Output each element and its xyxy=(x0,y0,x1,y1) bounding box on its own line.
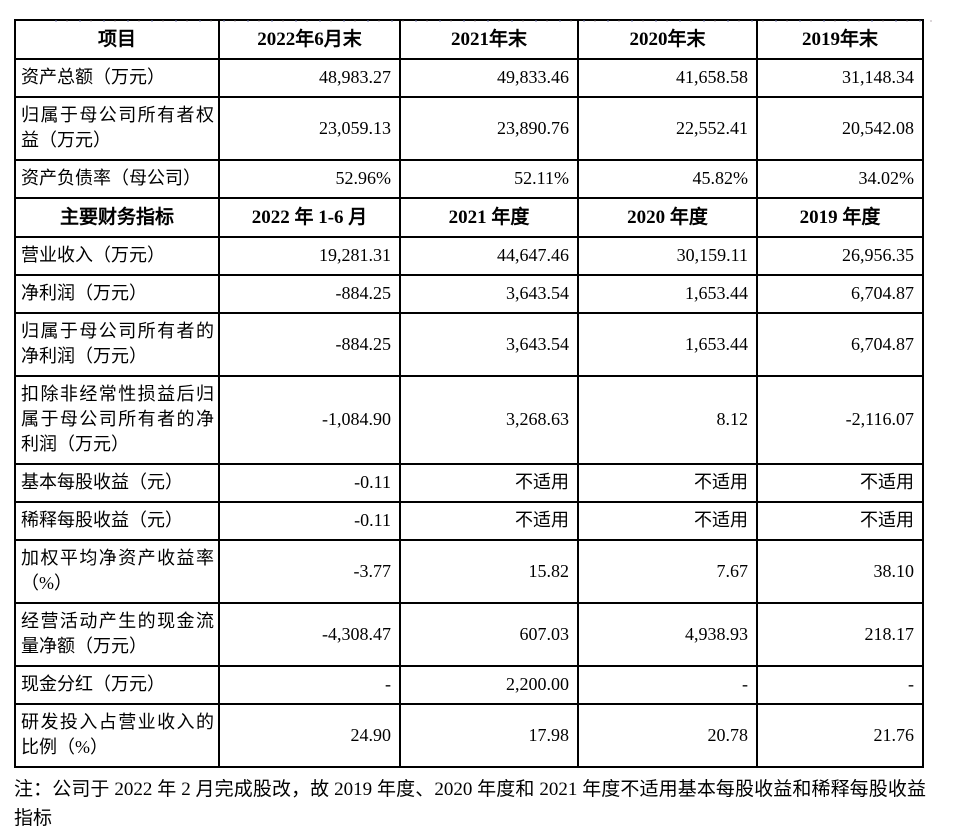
table-body: 项目 2022年6月末 2021年末 2020年末 2019年末 资产总额（万元） 48,9… xyxy=(14,19,924,768)
value-cell: -0.11 xyxy=(218,463,401,503)
value-cell: -884.25 xyxy=(218,274,401,314)
table-row: 归属于母公司所有者的净利润（万元） -884.25 3,643.54 1,653.44… xyxy=(14,312,924,377)
value-cell: 20,542.08 xyxy=(756,96,924,161)
value-cell: 7.67 xyxy=(577,539,758,604)
row-label: 加权平均净资产收益率（%） xyxy=(14,539,220,604)
value-cell: 26,956.35 xyxy=(756,236,924,276)
section-title: 主要财务指标 xyxy=(14,197,220,238)
value-cell: 44,647.46 xyxy=(399,236,579,276)
row-label: 现金分红（万元） xyxy=(14,665,220,705)
footnote: 注：公司于 2022 年 2 月完成股改，故 2019 年度、2020 年度和 … xyxy=(14,779,926,829)
value-cell: 20.78 xyxy=(577,703,758,768)
value-cell: 不适用 xyxy=(577,501,758,541)
table-row: 净利润（万元） -884.25 3,643.54 1,653.44 6,704.87 xyxy=(14,274,924,314)
value-cell: 2,200.00 xyxy=(399,665,579,705)
row-label: 基本每股收益（元） xyxy=(14,463,220,503)
row-label: 经营活动产生的现金流量净额（万元） xyxy=(14,602,220,667)
value-cell: 38.10 xyxy=(756,539,924,604)
value-cell: -1,084.90 xyxy=(218,375,401,465)
value-cell: 45.82% xyxy=(577,159,758,199)
value-cell: 不适用 xyxy=(756,463,924,503)
table-row: 稀释每股收益（元） -0.11 不适用 不适用 不适用 xyxy=(14,501,924,541)
value-cell: 21.76 xyxy=(756,703,924,768)
column-header: 2020年末 xyxy=(577,19,758,60)
table-row: 资产负债率（母公司） 52.96% 52.11% 45.82% 34.02% xyxy=(14,159,924,199)
table-row: 经营活动产生的现金流量净额（万元） -4,308.47 607.03 4,938.93… xyxy=(14,602,924,667)
section-title: 项目 xyxy=(14,19,220,60)
row-label: 净利润（万元） xyxy=(14,274,220,314)
row-label: 扣除非经常性损益后归属于母公司所有者的净利润（万元） xyxy=(14,375,220,465)
value-cell: 19,281.31 xyxy=(218,236,401,276)
value-cell: 17.98 xyxy=(399,703,579,768)
clipped-text-remnant xyxy=(55,20,941,22)
value-cell: 52.11% xyxy=(399,159,579,199)
table-row: 研发投入占营业收入的比例（%） 24.90 17.98 20.78 21.76 xyxy=(14,703,924,768)
value-cell: -884.25 xyxy=(218,312,401,377)
row-label: 研发投入占营业收入的比例（%） xyxy=(14,703,220,768)
section-header-row: 主要财务指标 2022 年 1-6 月 2021 年度 2020 年度 2019 年度 xyxy=(14,197,924,238)
value-cell: - xyxy=(577,665,758,705)
value-cell: 不适用 xyxy=(756,501,924,541)
table-row: 归属于母公司所有者权益（万元） 23,059.13 23,890.76 22,552.… xyxy=(14,96,924,161)
table-row: 加权平均净资产收益率（%） -3.77 15.82 7.67 38.10 xyxy=(14,539,924,604)
value-cell: 不适用 xyxy=(399,501,579,541)
value-cell: -3.77 xyxy=(218,539,401,604)
row-label: 稀释每股收益（元） xyxy=(14,501,220,541)
value-cell: 4,938.93 xyxy=(577,602,758,667)
column-header: 2019年末 xyxy=(756,19,924,60)
value-cell: 30,159.11 xyxy=(577,236,758,276)
value-cell: 31,148.34 xyxy=(756,58,924,98)
value-cell: 23,059.13 xyxy=(218,96,401,161)
row-label: 归属于母公司所有者权益（万元） xyxy=(14,96,220,161)
value-cell: 48,983.27 xyxy=(218,58,401,98)
value-cell: 8.12 xyxy=(577,375,758,465)
value-cell: 不适用 xyxy=(399,463,579,503)
financial-summary-table: 项目 2022年6月末 2021年末 2020年末 2019年末 资产总额（万元） 48,9… xyxy=(14,19,924,768)
value-cell: -2,116.07 xyxy=(756,375,924,465)
value-cell: 24.90 xyxy=(218,703,401,768)
value-cell: 6,704.87 xyxy=(756,274,924,314)
table-row: 基本每股收益（元） -0.11 不适用 不适用 不适用 xyxy=(14,463,924,503)
value-cell: 15.82 xyxy=(399,539,579,604)
value-cell: 1,653.44 xyxy=(577,312,758,377)
value-cell: 34.02% xyxy=(756,159,924,199)
value-cell: 1,653.44 xyxy=(577,274,758,314)
value-cell: - xyxy=(218,665,401,705)
value-cell: 22,552.41 xyxy=(577,96,758,161)
column-header: 2022年6月末 xyxy=(218,19,401,60)
value-cell: 3,643.54 xyxy=(399,274,579,314)
value-cell: -0.11 xyxy=(218,501,401,541)
column-header: 2022 年 1-6 月 xyxy=(218,197,401,238)
column-header: 2021 年度 xyxy=(399,197,579,238)
row-label: 资产总额（万元） xyxy=(14,58,220,98)
row-label: 资产负债率（母公司） xyxy=(14,159,220,199)
column-header: 2019 年度 xyxy=(756,197,924,238)
column-header: 2021年末 xyxy=(399,19,579,60)
row-label: 归属于母公司所有者的净利润（万元） xyxy=(14,312,220,377)
value-cell: 218.17 xyxy=(756,602,924,667)
value-cell: 3,268.63 xyxy=(399,375,579,465)
value-cell: 3,643.54 xyxy=(399,312,579,377)
value-cell: 不适用 xyxy=(577,463,758,503)
value-cell: 607.03 xyxy=(399,602,579,667)
table-row: 资产总额（万元） 48,983.27 49,833.46 41,658.58 31,14… xyxy=(14,58,924,98)
value-cell: 23,890.76 xyxy=(399,96,579,161)
table-row: 扣除非经常性损益后归属于母公司所有者的净利润（万元） -1,084.90 3,268… xyxy=(14,375,924,465)
value-cell: 6,704.87 xyxy=(756,312,924,377)
table-row: 营业收入（万元） 19,281.31 44,647.46 30,159.11 26,95… xyxy=(14,236,924,276)
value-cell: 52.96% xyxy=(218,159,401,199)
section-header-row: 项目 2022年6月末 2021年末 2020年末 2019年末 xyxy=(14,19,924,60)
row-label: 营业收入（万元） xyxy=(14,236,220,276)
value-cell: 41,658.58 xyxy=(577,58,758,98)
table-row: 现金分红（万元） -2,200.00- - xyxy=(14,665,924,705)
value-cell: - xyxy=(756,665,924,705)
column-header: 2020 年度 xyxy=(577,197,758,238)
value-cell: -4,308.47 xyxy=(218,602,401,667)
value-cell: 49,833.46 xyxy=(399,58,579,98)
